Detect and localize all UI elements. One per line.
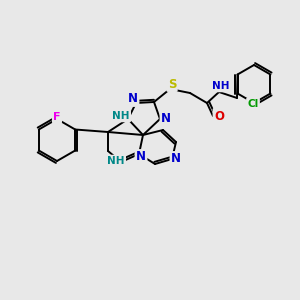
Text: NH: NH: [212, 81, 230, 91]
Text: NH: NH: [112, 111, 130, 121]
Text: S: S: [168, 77, 176, 91]
Text: N: N: [128, 92, 138, 106]
Text: O: O: [214, 110, 224, 122]
Text: N: N: [171, 152, 181, 166]
Text: F: F: [53, 112, 61, 122]
Text: N: N: [136, 151, 146, 164]
Text: NH: NH: [107, 156, 125, 166]
Text: Cl: Cl: [248, 99, 259, 109]
Text: N: N: [161, 112, 171, 125]
